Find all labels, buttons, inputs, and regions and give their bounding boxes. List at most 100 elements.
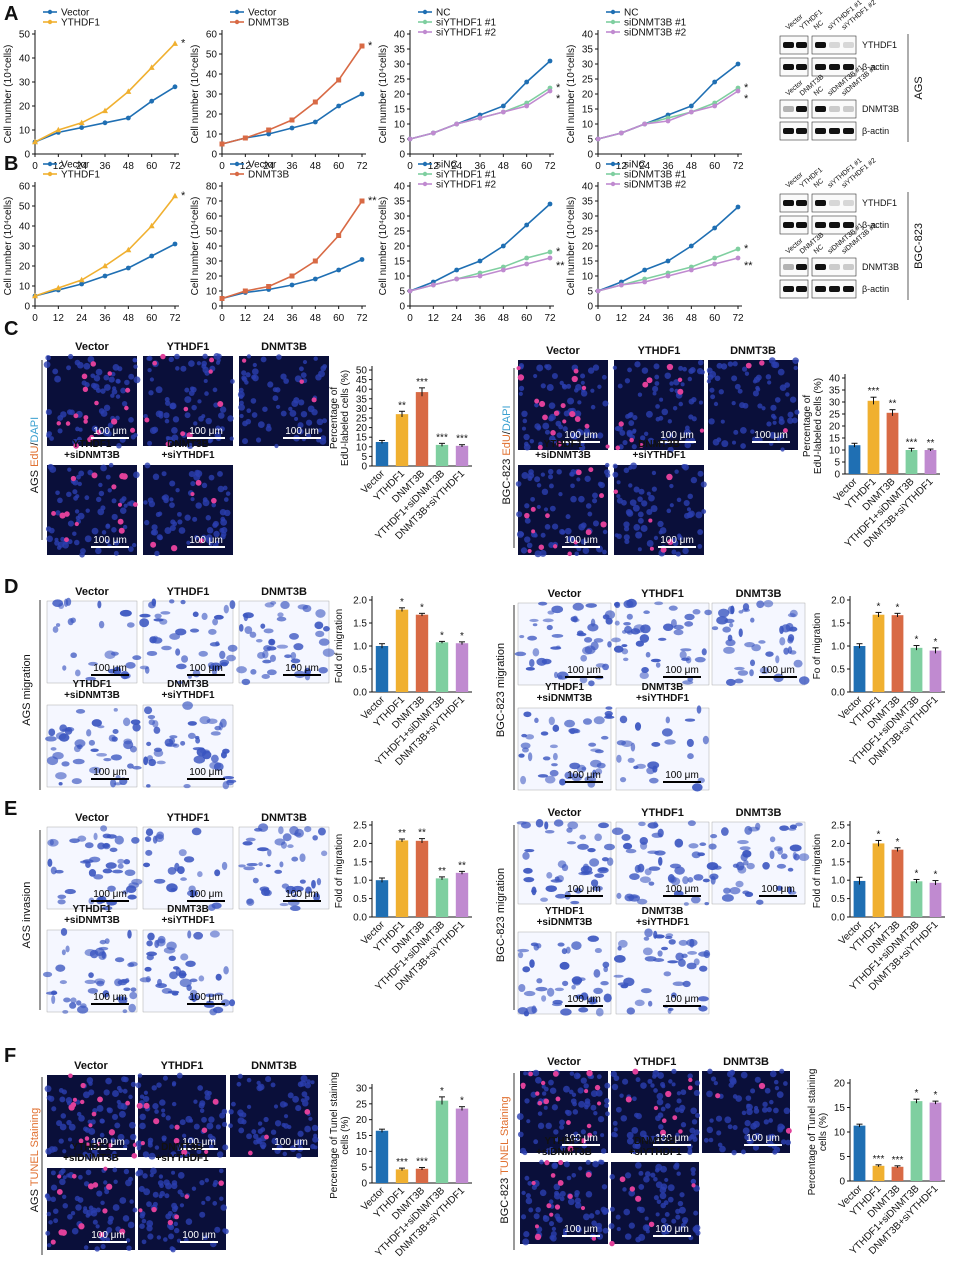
- nucleus: [773, 1079, 779, 1085]
- stained-cell: [222, 775, 235, 780]
- nucleus: [53, 1208, 59, 1214]
- stained-cell: [774, 846, 783, 852]
- y-tick-label: 2.0: [353, 596, 367, 607]
- image-title: YTHDF1: [545, 682, 584, 693]
- nucleus: [614, 533, 619, 538]
- nucleus: [154, 1109, 159, 1114]
- stained-cell: [679, 650, 687, 659]
- nucleus: [732, 361, 738, 367]
- nucleus: [678, 1226, 683, 1231]
- y-tick-label: 1.5: [353, 619, 367, 630]
- stained-cell: [746, 862, 755, 870]
- stained-nucleus: [60, 1229, 67, 1236]
- nucleus: [45, 409, 52, 416]
- nucleus: [640, 435, 646, 441]
- nucleus: [660, 1106, 666, 1112]
- stained-cell: [187, 721, 197, 726]
- significance-mark: **: [398, 400, 406, 411]
- stained-cell: [70, 652, 77, 659]
- data-point: [500, 243, 506, 249]
- nucleus: [635, 531, 643, 539]
- nucleus: [628, 420, 635, 426]
- nucleus: [215, 1124, 221, 1130]
- nucleus: [612, 1120, 618, 1126]
- y-tick-label: 1.0: [831, 876, 845, 887]
- nucleus: [653, 363, 660, 370]
- stained-cell: [787, 890, 797, 895]
- blot-band: [815, 222, 826, 228]
- nucleus: [546, 384, 554, 391]
- stained-cell: [723, 887, 731, 894]
- stained-cell: [144, 666, 150, 674]
- nucleus: [666, 508, 672, 514]
- nucleus: [139, 1223, 145, 1230]
- stained-cell: [139, 613, 151, 618]
- stained-nucleus: [56, 421, 61, 426]
- panel-letter-A: A: [4, 3, 18, 25]
- nucleus: [149, 427, 157, 434]
- nucleus: [518, 391, 523, 396]
- nucleus: [565, 514, 571, 520]
- stained-cell: [130, 987, 137, 992]
- stained-cell: [96, 752, 108, 757]
- nucleus: [687, 493, 693, 500]
- data-point: [735, 255, 741, 261]
- nucleus: [650, 1172, 656, 1178]
- nucleus: [148, 1152, 156, 1160]
- stained-nucleus: [534, 398, 540, 404]
- nucleus: [280, 410, 287, 417]
- stained-cell: [641, 666, 649, 674]
- stained-cell: [223, 604, 229, 614]
- data-point: [665, 118, 671, 124]
- stained-cell: [179, 978, 192, 988]
- nucleus: [550, 1235, 557, 1242]
- nucleus: [155, 511, 161, 518]
- nucleus: [242, 420, 248, 427]
- stained-cell: [279, 902, 289, 907]
- y-tick-label: 25: [582, 227, 594, 238]
- label-part: AGS: [29, 467, 41, 493]
- stained-cell: [299, 853, 306, 863]
- nucleus: [238, 403, 245, 411]
- stained-cell: [590, 879, 599, 887]
- stained-cell: [198, 650, 208, 657]
- nucleus: [130, 1081, 137, 1087]
- nucleus: [616, 480, 621, 485]
- nucleus: [193, 473, 201, 481]
- nucleus: [766, 1107, 772, 1113]
- stained-nucleus: [524, 512, 530, 519]
- image-title: YTHDF1: [167, 812, 210, 824]
- y-tick-label: 20: [394, 90, 406, 101]
- nucleus: [281, 1122, 286, 1128]
- nucleus: [653, 1195, 659, 1201]
- nucleus: [686, 507, 692, 512]
- x-tick-label: 48: [310, 313, 322, 324]
- stained-cell: [242, 841, 253, 846]
- image-title: YTHDF1: [167, 586, 210, 598]
- significance-mark: **: [418, 828, 426, 839]
- bar-Vector: [853, 646, 866, 692]
- significance-mark: ***: [873, 1154, 885, 1165]
- nucleus: [712, 438, 720, 446]
- nucleus: [604, 1082, 611, 1089]
- nucleus: [602, 1227, 609, 1234]
- stained-cell: [100, 825, 108, 832]
- stained-nucleus: [80, 1099, 85, 1105]
- stained-cell: [114, 957, 125, 963]
- stained-cell: [239, 624, 244, 632]
- nucleus: [689, 367, 696, 373]
- nucleus: [615, 1106, 622, 1113]
- stained-nucleus: [516, 366, 521, 371]
- stained-cell: [621, 833, 631, 841]
- stained-cell: [571, 984, 576, 990]
- stained-cell: [783, 647, 790, 655]
- stained-cell: [704, 901, 709, 906]
- significance-mark: **: [927, 438, 935, 449]
- stained-cell: [552, 999, 563, 1005]
- nucleus: [220, 1204, 227, 1211]
- nucleus: [67, 1214, 73, 1220]
- nucleus: [87, 469, 93, 476]
- data-point: [688, 243, 694, 249]
